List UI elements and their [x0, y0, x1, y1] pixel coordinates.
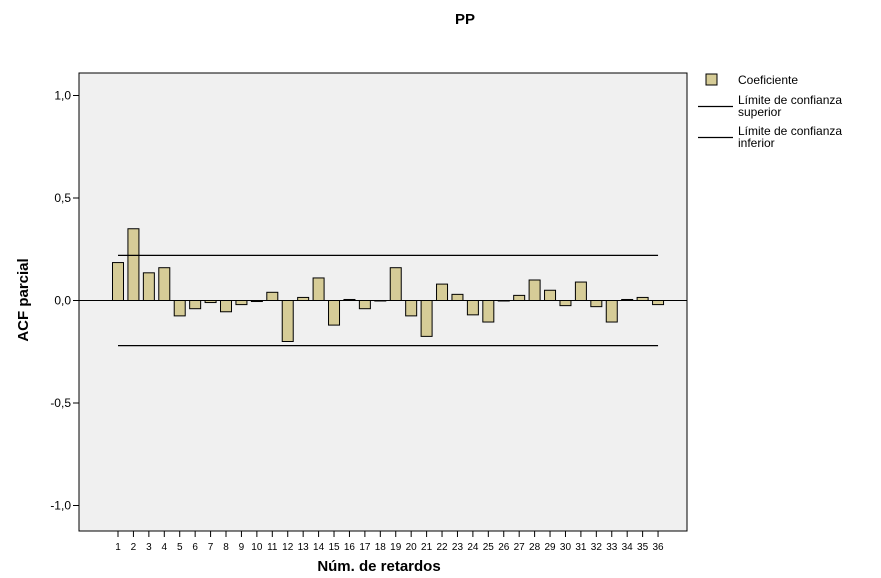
x-tick-label: 6: [192, 542, 198, 553]
bar-lag-11: [266, 291, 279, 301]
y-tick-label: 0,0: [54, 294, 71, 308]
x-tick-label: 10: [251, 542, 263, 553]
bar-lag-32: [590, 300, 603, 308]
x-tick-label: 22: [436, 542, 448, 553]
bar-lag-31: [574, 281, 587, 301]
x-tick-label: 25: [483, 542, 495, 553]
x-tick-label: 18: [375, 542, 387, 553]
chart-title: PP: [455, 11, 475, 28]
legend-label-coeficiente: Coeficiente: [738, 73, 798, 87]
x-tick-label: 20: [406, 542, 418, 553]
bar-lag-5: [173, 300, 186, 317]
x-tick-label: 26: [498, 542, 510, 553]
x-tick-label: 24: [467, 542, 479, 553]
x-tick-label: 33: [606, 542, 618, 553]
x-tick-label: 14: [313, 542, 325, 553]
bar-lag-12: [281, 300, 294, 342]
bar-lag-4: [158, 267, 171, 302]
x-axis-title: Núm. de retardos: [317, 558, 440, 575]
x-tick-label: 36: [652, 542, 664, 553]
y-axis: 1,0 0,5 0,0 -0,5 -1,0: [50, 89, 79, 513]
x-tick-label: 4: [162, 542, 168, 553]
x-tick-label: 19: [390, 542, 402, 553]
bar-lag-6: [189, 300, 202, 310]
bar-lag-3: [142, 272, 155, 302]
x-tick-label: 27: [514, 542, 526, 553]
x-tick-label: 21: [421, 542, 433, 553]
x-tick-label: 31: [575, 542, 587, 553]
bar-lag-19: [389, 267, 402, 302]
bar-lag-8: [220, 300, 233, 313]
x-tick-label: 2: [131, 542, 137, 553]
x-tick-label: 1: [115, 542, 121, 553]
y-tick-label: -1,0: [50, 499, 71, 513]
y-tick-label: 0,5: [54, 191, 71, 205]
y-tick-label: -0,5: [50, 396, 71, 410]
x-tick-label: 3: [146, 542, 152, 553]
x-tick-label: 13: [298, 542, 310, 553]
bars-group: [112, 228, 665, 342]
bar-lag-29: [544, 289, 557, 301]
y-axis-title: ACF parcial: [15, 258, 32, 341]
bar-lag-28: [528, 279, 541, 301]
legend-swatch-bar: [705, 73, 718, 86]
x-tick-label: 17: [359, 542, 371, 553]
x-tick-label: 28: [529, 542, 541, 553]
x-tick-label: 35: [637, 542, 649, 553]
bar-lag-21: [420, 300, 433, 337]
bar-lag-23: [451, 293, 464, 302]
bar-lag-17: [358, 300, 371, 310]
x-tick-label: 8: [223, 542, 229, 553]
bar-lag-25: [482, 300, 495, 323]
x-tick-label: 9: [239, 542, 245, 553]
x-tick-label: 11: [267, 542, 278, 553]
x-axis: 1 2 3 4 5 6 7 8 9 10 11 12 13 14 15 16 17 18 19 20 21 22 23 24 2…: [115, 531, 664, 553]
bar-lag-30: [559, 300, 572, 307]
bar-lag-2: [127, 228, 140, 301]
legend-label-lower: Límite de confianza inferior: [738, 124, 842, 150]
bar-lag-20: [405, 300, 418, 317]
bar-lag-15: [328, 300, 341, 326]
x-tick-label: 5: [177, 542, 183, 553]
x-tick-label: 12: [282, 542, 294, 553]
x-tick-label: 23: [452, 542, 464, 553]
bar-lag-24: [466, 300, 479, 316]
x-tick-label: 32: [591, 542, 603, 553]
confidence-limits: [118, 254, 659, 347]
bar-lag-36: [652, 300, 665, 306]
x-tick-label: 7: [208, 542, 214, 553]
legend: Coeficiente Límite de confianza superior Lí…: [698, 73, 842, 150]
x-tick-label: 15: [328, 542, 340, 553]
legend-label-upper: Límite de confianza superior: [738, 93, 842, 119]
x-tick-label: 29: [544, 542, 556, 553]
bar-lag-33: [605, 300, 618, 323]
bar-lag-1: [112, 262, 124, 302]
bar-lag-27: [513, 294, 526, 302]
bar-lag-22: [436, 283, 449, 302]
x-tick-label: 16: [344, 542, 356, 553]
y-tick-label: 1,0: [54, 89, 71, 103]
bar-lag-14: [312, 277, 325, 302]
x-tick-label: 34: [622, 542, 634, 553]
x-tick-label: 30: [560, 542, 572, 553]
bar-lag-9: [235, 300, 248, 306]
